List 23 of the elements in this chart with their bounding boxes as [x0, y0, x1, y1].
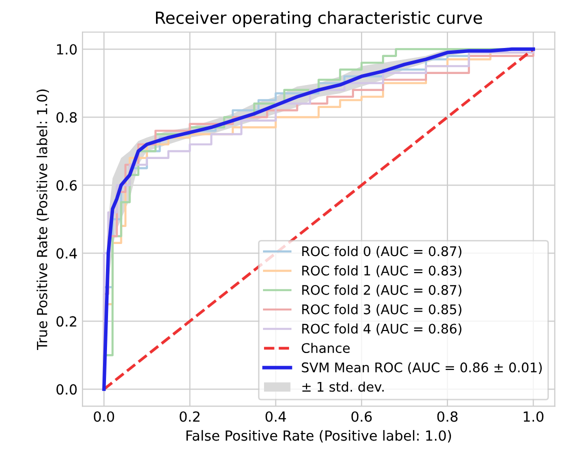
legend-label: ROC fold 4 (AUC = 0.86) — [302, 323, 462, 336]
y-tick-label: 0.8 — [56, 112, 77, 123]
chart-title: Receiver operating characteristic curve — [156, 11, 482, 28]
x-tick-label: 0.0 — [94, 411, 114, 422]
x-tick-label: 0.2 — [180, 411, 200, 422]
x-axis-title: False Positive Rate (Positive label: 1.0) — [186, 430, 451, 442]
y-tick-label: 0.2 — [56, 316, 76, 327]
legend-label: ROC fold 1 (AUC = 0.83) — [302, 265, 462, 278]
legend-label: ROC fold 3 (AUC = 0.85) — [302, 304, 462, 316]
y-tick-label: 1.0 — [57, 44, 77, 55]
legend-label: SVM Mean ROC (AUC = 0.86 ± 0.01) — [302, 362, 542, 374]
legend-label: ROC fold 0 (AUC = 0.87) — [302, 246, 462, 258]
x-tick-label: 1.0 — [524, 411, 544, 422]
x-tick-label: 0.6 — [351, 411, 372, 422]
legend-label: ± 1 std. dev. — [302, 382, 384, 392]
y-axis-title: True Positive Rate (Positive label: 1.0) — [36, 90, 49, 350]
y-tick-label: 0.6 — [56, 180, 77, 191]
x-tick-label: 0.4 — [266, 411, 286, 422]
legend-label: Chance — [302, 342, 350, 354]
legend-label: ROC fold 2 (AUC = 0.87) — [302, 284, 462, 296]
y-tick-label: 0.4 — [56, 248, 77, 259]
x-tick-label: 0.8 — [437, 411, 458, 422]
y-tick-label: 0.0 — [56, 384, 77, 395]
